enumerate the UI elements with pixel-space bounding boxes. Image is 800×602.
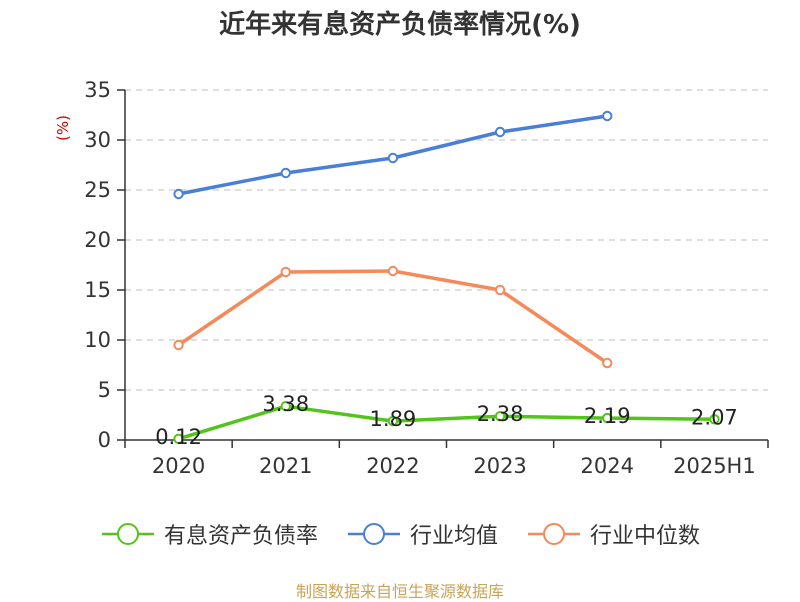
legend: 有息资产负债率 行业均值 行业中位数	[0, 518, 800, 550]
data-point[interactable]	[387, 152, 399, 164]
y-tick-label: 30	[84, 128, 111, 152]
data-point[interactable]	[173, 339, 184, 351]
legend-label-2: 行业中位数	[590, 524, 701, 549]
y-tick-label: 35	[84, 78, 111, 102]
data-point[interactable]	[280, 266, 291, 278]
data-label: 3.38	[262, 392, 309, 416]
y-tick-label: 0	[98, 428, 111, 452]
y-tick-label: 25	[84, 178, 111, 202]
data-point[interactable]	[494, 284, 506, 296]
data-label: 2.19	[584, 404, 631, 428]
grid-lines	[125, 89, 768, 391]
legend-label-1: 行业均值	[409, 524, 498, 549]
data-point[interactable]	[494, 411, 506, 422]
axes	[117, 89, 769, 448]
data-label: 2.38	[477, 402, 524, 426]
series-line-0	[178, 404, 715, 441]
data-point[interactable]	[494, 126, 506, 138]
data-point[interactable]	[280, 167, 291, 179]
data-point[interactable]	[709, 414, 720, 425]
y-tick-labels: 0 5 10 15 20 25 30 35	[84, 78, 111, 452]
legend-item-2[interactable]: 行业中位数	[526, 518, 700, 550]
legend-item-1[interactable]: 行业均值	[346, 518, 498, 550]
x-tick-label: 2024	[581, 454, 634, 478]
x-tick-label: 2022	[366, 454, 419, 478]
x-tick-label: 2023	[473, 454, 526, 478]
data-point[interactable]	[280, 401, 291, 412]
data-point[interactable]	[387, 415, 399, 427]
data-label: 2.07	[691, 405, 738, 429]
legend-swatch-1	[347, 523, 400, 545]
series-line-2	[177, 269, 609, 365]
line-chart: 0 5 10 15 20 25 30 35 2020 2021 2022 2023 2024 2025H…	[54, 78, 769, 478]
data-point[interactable]	[387, 265, 399, 277]
legend-item-0[interactable]: 有息资产负债率	[100, 518, 318, 550]
data-point[interactable]	[173, 433, 184, 444]
legend-swatch-2	[528, 523, 580, 545]
series-lines	[173, 110, 720, 444]
x-tick-label: 2020	[152, 454, 205, 478]
data-point[interactable]	[602, 357, 613, 369]
y-tick-label: 15	[84, 278, 111, 302]
data-label: 0.12	[155, 425, 202, 449]
y-axis-label: (%)	[54, 115, 72, 141]
source-note: 制图数据来自恒生聚源数据库	[295, 582, 504, 601]
data-point[interactable]	[173, 188, 184, 200]
data-point[interactable]	[602, 412, 613, 424]
y-tick-label: 20	[84, 228, 111, 252]
y-tick-label: 5	[98, 378, 111, 402]
legend-label-0: 有息资产负债率	[163, 524, 318, 549]
x-tick-label: 2021	[259, 454, 312, 478]
legend-swatch-0	[101, 523, 154, 545]
x-tick-labels: 2020 2021 2022 2023 2024 2025H1	[152, 454, 756, 478]
data-labels: 0.12 3.38 1.89 2.38 2.19 2.07	[155, 392, 738, 449]
chart-title: 近年来有息资产负债率情况(%)	[219, 10, 581, 40]
y-tick-label: 10	[84, 328, 111, 352]
data-label: 1.89	[370, 407, 417, 431]
x-tick-label: 2025H1	[673, 454, 756, 478]
data-point[interactable]	[602, 110, 613, 122]
